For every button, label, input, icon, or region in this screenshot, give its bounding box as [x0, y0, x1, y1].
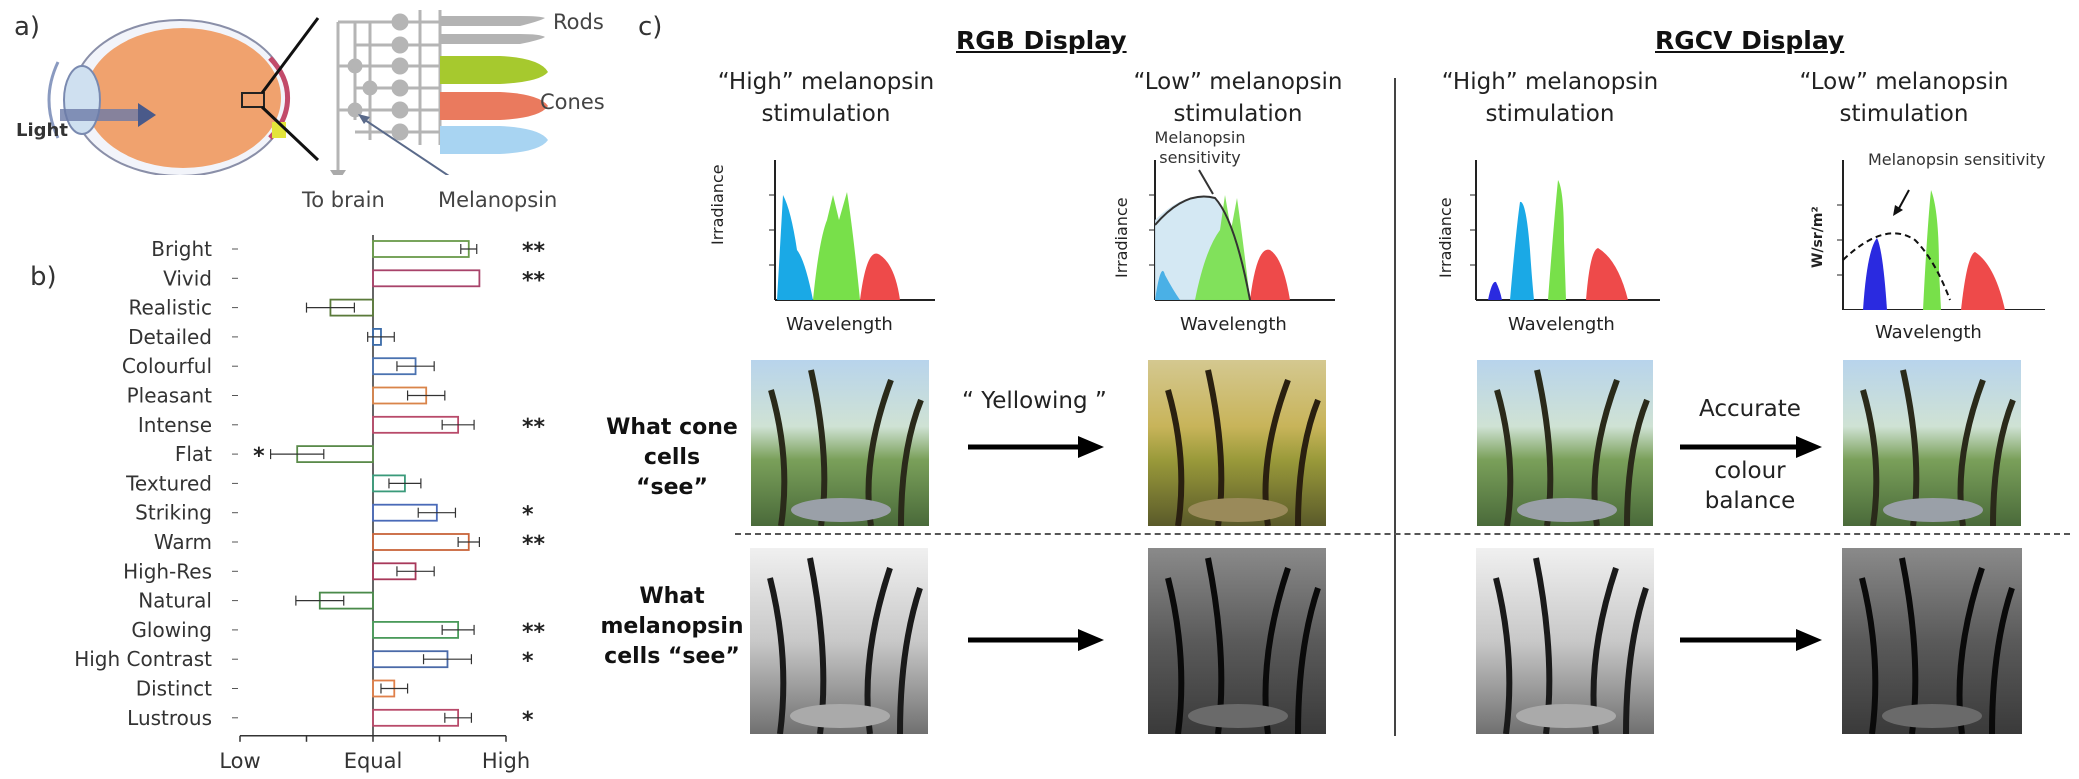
mel-sensitivity-label-4: Melanopsin sensitivity [1868, 150, 2046, 169]
x-tick-label: Low [219, 749, 260, 773]
spectrum-rgb-low [1149, 160, 1335, 301]
spectrum-rgcv-low [1837, 160, 2045, 310]
significance-marker: * [522, 503, 534, 528]
category-label: Vivid [163, 266, 212, 290]
melanopsin-caption: What melanopsin cells “see” [600, 584, 744, 669]
photo-rgb-low-mel [1148, 548, 1326, 734]
photo-rgcv-low-mel [1842, 548, 2022, 734]
irradiance-label-2: Irradiance [1112, 197, 1131, 278]
wavelength-label-4: Wavelength [1875, 322, 1982, 343]
category-label: Intense [138, 413, 212, 437]
panel-b-label: b) [30, 262, 57, 292]
accurate-label: Accurate [1699, 396, 1801, 422]
rgb-display-header: RGB Display [956, 26, 1127, 55]
wavelength-label-3: Wavelength [1508, 314, 1615, 335]
significance-marker: * [253, 444, 265, 469]
rods-label: Rods [553, 10, 604, 34]
category-label: Realistic [129, 296, 213, 320]
col2-title: “Low” melanopsin stimulation [1133, 69, 1343, 127]
rgcv-display-header: RGCV Display [1655, 26, 1845, 55]
significance-marker: * [522, 708, 534, 733]
bar [372, 533, 470, 551]
cone-green [440, 56, 548, 84]
cone-blue [440, 126, 548, 154]
significance-marker: ** [522, 532, 546, 557]
melanopsin-label: Melanopsin [438, 188, 558, 212]
significance-marker: ** [522, 620, 546, 645]
x-tick-label: Equal [344, 749, 403, 773]
bar [372, 269, 481, 288]
mel-sensitivity-label-2: Melanopsin sensitivity [1154, 128, 1246, 167]
spectrum-rgb-high [769, 160, 935, 301]
category-label: Detailed [128, 325, 212, 349]
col1-title: “High” melanopsin stimulation [717, 69, 935, 127]
photo-rgb-low-cone [1148, 360, 1326, 526]
significance-marker: ** [522, 239, 546, 264]
category-label: Glowing [131, 618, 212, 642]
horizontal-divider [735, 533, 2070, 535]
colour-label: colour [1714, 458, 1786, 484]
category-label: Lustrous [127, 706, 212, 730]
arrow-rgb-cone [968, 436, 1104, 458]
eye-diagram [47, 10, 548, 175]
panel-a-label: a) [14, 12, 41, 42]
arrow-rgb-mel [968, 629, 1104, 651]
col4-title: “Low” melanopsin stimulation [1799, 69, 2009, 127]
light-label: Light [16, 120, 68, 141]
lens [63, 65, 101, 135]
category-label: High-Res [123, 559, 212, 583]
wsr-label: W/sr/m² [1810, 206, 1826, 268]
arrow-rgcv-mel [1680, 629, 1822, 651]
yellowing-label: “ Yellowing ” [962, 388, 1107, 414]
irradiance-label-1: Irradiance [708, 164, 727, 245]
panel-c-label: c) [638, 12, 663, 42]
category-label: High Contrast [74, 647, 212, 671]
irradiance-label-3: Irradiance [1436, 197, 1455, 278]
category-label: Striking [135, 501, 212, 525]
wavelength-label-2: Wavelength [1180, 314, 1287, 335]
category-label: Natural [138, 589, 212, 613]
cone-caption: What cone cells “see” [606, 415, 738, 500]
significance-marker: ** [522, 415, 546, 440]
to-brain-label: To brain [302, 188, 385, 212]
category-label: Pleasant [127, 384, 213, 408]
arrow-rgcv-cone [1680, 436, 1822, 458]
col3-title: “High” melanopsin stimulation [1441, 69, 1659, 127]
photo-rgcv-low-cone [1843, 360, 2021, 526]
significance-marker: ** [522, 268, 546, 293]
cone-red [440, 92, 548, 120]
photo-rgcv-high-cone [1477, 360, 1653, 526]
vertical-divider [1394, 78, 1396, 736]
photo-rgb-high-cone [751, 360, 929, 526]
significance-marker: * [522, 649, 534, 674]
wavelength-label-1: Wavelength [786, 314, 893, 335]
spectrum-rgcv-high [1470, 160, 1660, 301]
photo-rgb-high-mel [750, 548, 928, 734]
category-label: Flat [175, 442, 212, 466]
category-label: Colourful [122, 354, 212, 378]
category-label: Bright [151, 237, 212, 261]
category-label: Textured [125, 471, 212, 495]
photo-rgcv-high-mel [1476, 548, 1654, 734]
bar [372, 240, 470, 258]
x-tick-label: High [482, 749, 530, 773]
eyeball [85, 28, 281, 168]
cones-label: Cones [540, 90, 605, 114]
rod-1 [440, 16, 545, 26]
balance-label: balance [1704, 488, 1796, 514]
rod-2 [440, 34, 545, 44]
category-label: Warm [154, 530, 212, 554]
category-label: Distinct [136, 677, 212, 701]
